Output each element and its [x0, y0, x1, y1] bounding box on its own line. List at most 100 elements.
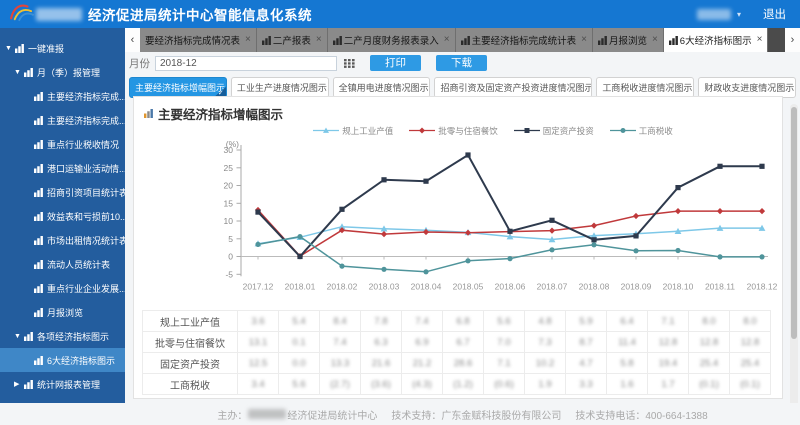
legend-item[interactable]: 批零与住宿餐饮	[409, 125, 498, 137]
sidebar-item[interactable]: 主要经济指标完成...	[0, 108, 125, 132]
tab[interactable]: 主要经济指标完成统计表 ×	[455, 28, 593, 52]
sidebar-item-label: 月报浏览	[47, 307, 84, 318]
chart-type-button-row: 主要经济指标增幅图示 ✓ 工业生产进度情况图示 全镇用电进度情况图示 招商引资及固定资产…	[125, 72, 800, 98]
sidebar-item[interactable]: 市场出租情况统计表	[0, 228, 125, 252]
month-picker-input[interactable]	[155, 55, 337, 71]
legend-item[interactable]: 工商税收	[609, 125, 673, 137]
scrollbar-thumb[interactable]	[791, 107, 797, 339]
svg-text:2017.12: 2017.12	[243, 281, 274, 291]
table-cell-redacted: 0.1	[278, 331, 320, 353]
tab[interactable]: 二产月度财务报表录入 ×	[327, 28, 456, 52]
svg-text:2018.01: 2018.01	[285, 281, 316, 291]
sidebar-item[interactable]: 重点行业企业发展...	[0, 276, 125, 300]
bar-chart-icon	[34, 187, 43, 197]
sidebar-item-label: 重点行业税收情况	[47, 139, 120, 150]
table-cell-redacted: (0.1)	[688, 373, 730, 395]
legend-label: 工商税收	[638, 125, 673, 136]
sidebar-item[interactable]: 港口运输业活动情...	[0, 156, 125, 180]
table-cell-redacted: 12.8	[647, 331, 689, 353]
chart-type-button[interactable]: 全镇用电进度情况图示	[332, 77, 431, 98]
table-cell-redacted: 4.8	[524, 310, 566, 332]
bar-chart-icon	[24, 331, 33, 341]
expander-down-icon[interactable]: ▼	[14, 68, 21, 76]
svg-text:10: 10	[224, 216, 234, 226]
tab-close-icon[interactable]: ×	[245, 34, 251, 45]
series-circle	[255, 234, 765, 275]
bar-chart-icon	[34, 283, 43, 293]
table-cell-redacted: 5.6	[483, 310, 525, 332]
footer-support: 技术支持：广东金赋科技股份有限公司	[391, 410, 562, 422]
table-cell-redacted: 19.4	[647, 352, 689, 374]
tab[interactable]: 6大经济指标图示 ×	[663, 28, 769, 52]
sidebar-item[interactable]: ▶ 统计网报表管理	[0, 372, 125, 396]
tab-scroll-right-button[interactable]: ›	[785, 28, 800, 52]
tab-close-icon[interactable]: ×	[581, 34, 587, 45]
tab-label: 二产月度财务报表录入	[343, 36, 439, 47]
expander-down-icon[interactable]: ▼	[5, 44, 12, 52]
tab-bar: ‹ 要经济指标完成情况表 × 二产报表 × 二产月度财务报表录入 × 主要经济指标完成统计表…	[125, 28, 800, 52]
sidebar-item[interactable]: 效益表和亏损前10...	[0, 204, 125, 228]
tab-close-icon[interactable]: ×	[443, 34, 450, 45]
download-button[interactable]: 下载	[436, 55, 487, 71]
sidebar-item-label: 主要经济指标完成...	[47, 91, 125, 102]
table-cell-redacted: 5.9	[565, 310, 607, 332]
sidebar-item[interactable]: 月报浏览	[0, 300, 125, 324]
tab-label: 二产报表	[272, 36, 311, 47]
chart-type-button[interactable]: 财政收支进度情况图示	[698, 77, 797, 98]
user-menu[interactable]: ▾ 退出	[696, 6, 786, 22]
table-row-label: 固定资产投资	[142, 352, 238, 374]
svg-text:2018.10: 2018.10	[663, 281, 694, 291]
svg-text:2018.05: 2018.05	[453, 281, 484, 291]
expander-right-icon[interactable]: ▶	[14, 381, 20, 388]
tab[interactable]: 月报浏览 ×	[592, 28, 664, 52]
sidebar-item[interactable]: ▼ 各项经济指标图示	[0, 324, 125, 348]
legend-label: 固定资产投资	[542, 125, 594, 136]
table-cell-redacted: 8.0	[688, 310, 730, 332]
tab-scroll-left-button[interactable]: ‹	[125, 28, 140, 52]
legend-marker-diamond-icon	[409, 126, 436, 135]
table-row: 批零与住宿餐饮 13.1 0.1 7.4 6.3 6.9 6.7 7.0 7.3 8.7 11.4 1…	[142, 331, 771, 353]
chart-type-button[interactable]: 工商税收进度情况图示	[596, 77, 695, 98]
sidebar-item[interactable]: 6大经济指标图示	[0, 348, 125, 372]
series-square	[255, 152, 765, 260]
bar-chart-icon	[34, 235, 43, 245]
tab-close-icon[interactable]: ×	[651, 34, 658, 45]
vertical-scrollbar[interactable]	[790, 104, 798, 425]
table-cell-redacted: 5.6	[278, 373, 320, 395]
logout-link[interactable]: 退出	[763, 9, 786, 21]
chart-type-button[interactable]: 工业生产进度情况图示	[230, 77, 329, 98]
sidebar-item[interactable]: ▼ 一键准报	[0, 36, 125, 60]
table-cell-redacted: 13.3	[319, 352, 361, 374]
tab-close-icon[interactable]: ×	[315, 34, 322, 45]
tab[interactable]: 要经济指标完成情况表 ×	[140, 28, 257, 52]
username-redacted	[696, 8, 731, 20]
main-content: 月份 打印 下载 主要经济指标增幅图示✓ 工业生产进度情况图示 全镇用电进度情况图示…	[125, 52, 800, 425]
table-cell-redacted: 28.6	[442, 352, 484, 374]
chart-type-button[interactable]: 招商引资及固定资产投资进度情况图示	[434, 77, 593, 98]
table-cell-redacted: 4.7	[565, 352, 607, 374]
print-button[interactable]: 打印	[370, 55, 421, 71]
legend-item[interactable]: 固定资产投资	[513, 125, 594, 137]
footer-host: 主办： 经济促进局统计中心	[217, 407, 377, 422]
chart-type-button-label: 工业生产进度情况图示	[236, 83, 327, 93]
grid-picker-icon[interactable]	[344, 58, 355, 68]
chart-type-button-label: 工商税收进度情况图示	[602, 83, 693, 93]
legend-marker-triangle-icon	[313, 126, 340, 135]
tab[interactable]: 二产报表 ×	[256, 28, 328, 52]
tab-close-icon[interactable]: ×	[756, 34, 763, 45]
sidebar-item[interactable]: 流动人员统计表	[0, 252, 125, 276]
sidebar-item[interactable]: 重点行业税收情况	[0, 132, 125, 156]
sidebar-item[interactable]: 招商引资项目统计表	[0, 180, 125, 204]
month-filter-label: 月份	[129, 57, 150, 70]
sidebar-item[interactable]: ▼ 月（季）报管理	[0, 60, 125, 84]
table-cell-redacted: 3.3	[565, 373, 607, 395]
table-cell-redacted: 7.4	[319, 331, 361, 353]
expander-down-icon[interactable]: ▼	[14, 332, 21, 340]
bar-chart-icon	[332, 35, 342, 45]
chart-type-button[interactable]: 主要经济指标增幅图示 ✓	[129, 77, 227, 98]
sidebar-item[interactable]: 主要经济指标完成...	[0, 84, 125, 108]
caret-down-icon: ▾	[736, 9, 741, 19]
tab-label: 要经济指标完成情况表	[145, 36, 241, 47]
chart-type-button-label: 全镇用电进度情况图示	[338, 83, 429, 93]
legend-item[interactable]: 规上工业产值	[313, 125, 393, 137]
